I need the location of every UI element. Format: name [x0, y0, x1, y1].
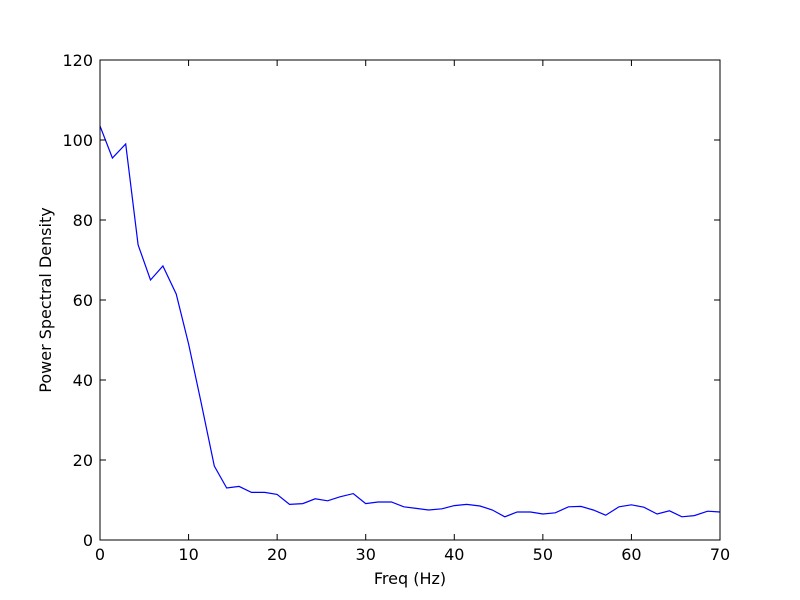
series-line: [99, 125, 721, 518]
y-tick-label: 60: [73, 291, 93, 310]
x-tick-label: 40: [444, 545, 464, 564]
x-tick-label: 50: [533, 545, 553, 564]
x-tick-label: 0: [95, 545, 105, 564]
x-tick-label: 30: [356, 545, 376, 564]
series-layer: [99, 125, 721, 518]
y-axis-label: Power Spectral Density: [36, 207, 55, 392]
y-tick-label: 20: [73, 451, 93, 470]
y-tick-label: 100: [62, 131, 93, 150]
x-tick-label: 10: [178, 545, 198, 564]
y-tick-label: 80: [73, 211, 93, 230]
y-tick-label: 120: [62, 51, 93, 70]
x-tick-label: 20: [267, 545, 287, 564]
y-tick-label: 0: [83, 531, 93, 550]
x-tick-label: 60: [621, 545, 641, 564]
x-tick-label: 70: [710, 545, 730, 564]
x-axis-label: Freq (Hz): [374, 569, 446, 588]
ticks-layer: 0 10 20 30 40 50 60 70 0 20 40 60 80 100 120: [62, 51, 730, 564]
y-tick-label: 40: [73, 371, 93, 390]
